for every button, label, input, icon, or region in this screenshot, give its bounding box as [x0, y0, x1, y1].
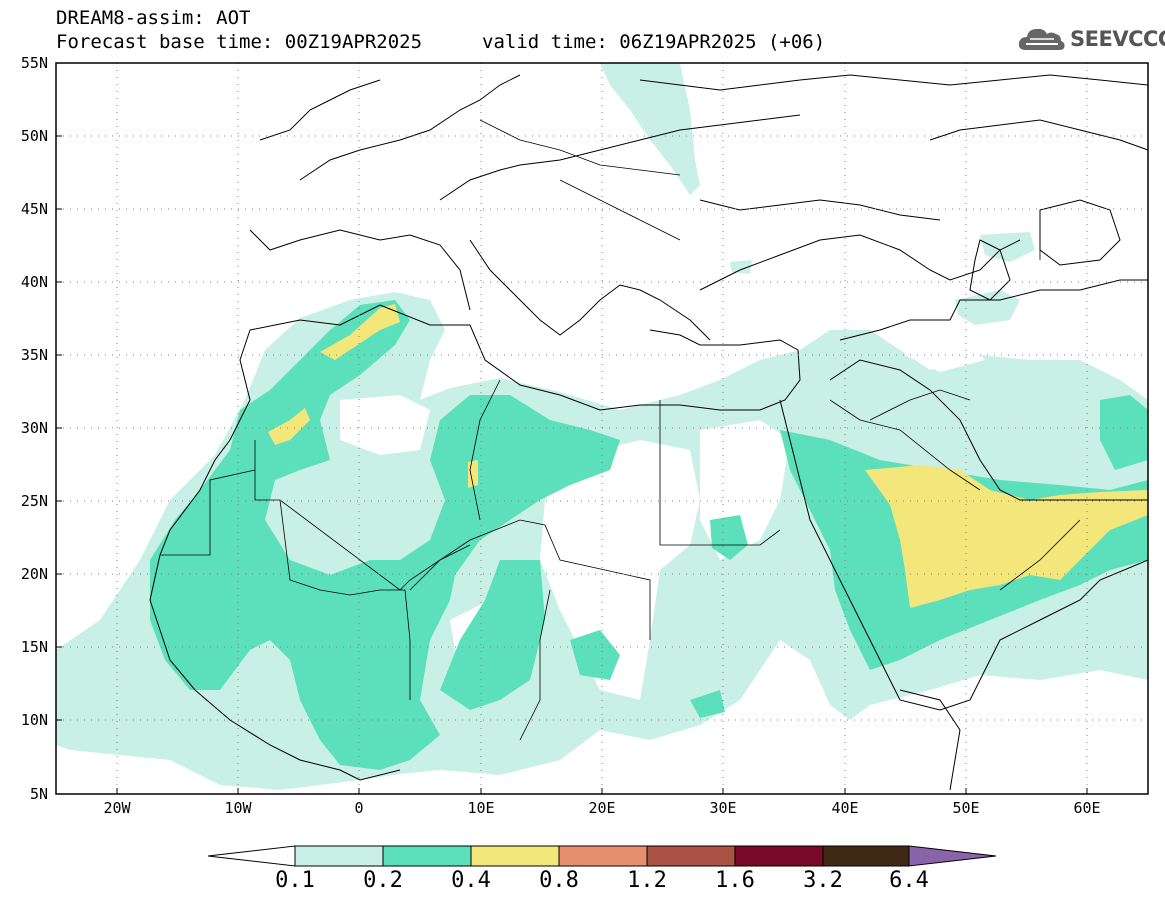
lon-label-30e: 30E — [709, 799, 737, 817]
map-title: DREAM8-assim: AOT — [56, 7, 251, 29]
lat-label-55n: 55N — [20, 54, 48, 72]
lon-label-40e: 40E — [831, 799, 859, 817]
lon-label-50e: 50E — [952, 799, 980, 817]
aot-band-mid — [150, 300, 620, 770]
lon-label-0: 0 — [354, 799, 364, 817]
colorbar-label-0.2: 0.2 — [363, 868, 403, 893]
lon-label-10e: 10E — [467, 799, 495, 817]
lat-label-40n: 40N — [20, 273, 48, 291]
lat-label-15n: 15N — [20, 638, 48, 656]
colorbar — [207, 845, 997, 867]
colorbar-label-0.1: 0.1 — [275, 868, 315, 893]
colorbar-label-3.2: 3.2 — [803, 868, 843, 893]
aot-band-high — [320, 304, 400, 360]
lat-label-5n: 5N — [29, 785, 48, 803]
colorbar-label-0.4: 0.4 — [451, 868, 491, 893]
lat-label-30n: 30N — [20, 419, 48, 437]
borders — [160, 119, 1081, 741]
colorbar-label-0.8: 0.8 — [539, 868, 579, 893]
coastlines — [149, 74, 1148, 791]
colorbar-bin-0 — [294, 845, 384, 867]
lon-label-60e: 60E — [1073, 799, 1101, 817]
logo-text: SEEVCCC — [1070, 27, 1165, 51]
colorbar-bin-1 — [382, 845, 472, 867]
forecast-base-time: Forecast base time: 00Z19APR2025 — [56, 31, 423, 53]
lat-label-35n: 35N — [20, 346, 48, 364]
seevccc-logo: SEEVCCC — [1018, 24, 1165, 54]
lon-label-20e: 20E — [588, 799, 616, 817]
lat-label-25n: 25N — [20, 492, 48, 510]
graticule — [56, 63, 1148, 794]
colorbar-label-1.2: 1.2 — [627, 868, 667, 893]
axis-ticks — [56, 62, 1088, 795]
lon-label-20w: 20W — [103, 799, 131, 817]
colorbar-bin-3 — [558, 845, 648, 867]
colorbar-bin-2 — [470, 845, 560, 867]
colorbar-bin-4 — [646, 845, 736, 867]
colorbar-over-triangle — [908, 845, 997, 867]
lat-label-45n: 45N — [20, 200, 48, 218]
colorbar-under-triangle — [207, 845, 296, 867]
valid-time: valid time: 06Z19APR2025 (+06) — [482, 31, 826, 53]
lat-label-50n: 50N — [20, 127, 48, 145]
aot-field — [56, 63, 1148, 790]
lon-label-10w: 10W — [224, 799, 252, 817]
lat-label-20n: 20N — [20, 565, 48, 583]
colorbar-bin-6 — [822, 845, 910, 867]
lat-label-10n: 10N — [20, 711, 48, 729]
colorbar-label-6.4: 6.4 — [889, 868, 929, 893]
cloud-icon — [1018, 28, 1065, 50]
colorbar-label-1.6: 1.6 — [715, 868, 755, 893]
colorbar-bin-5 — [734, 845, 824, 867]
